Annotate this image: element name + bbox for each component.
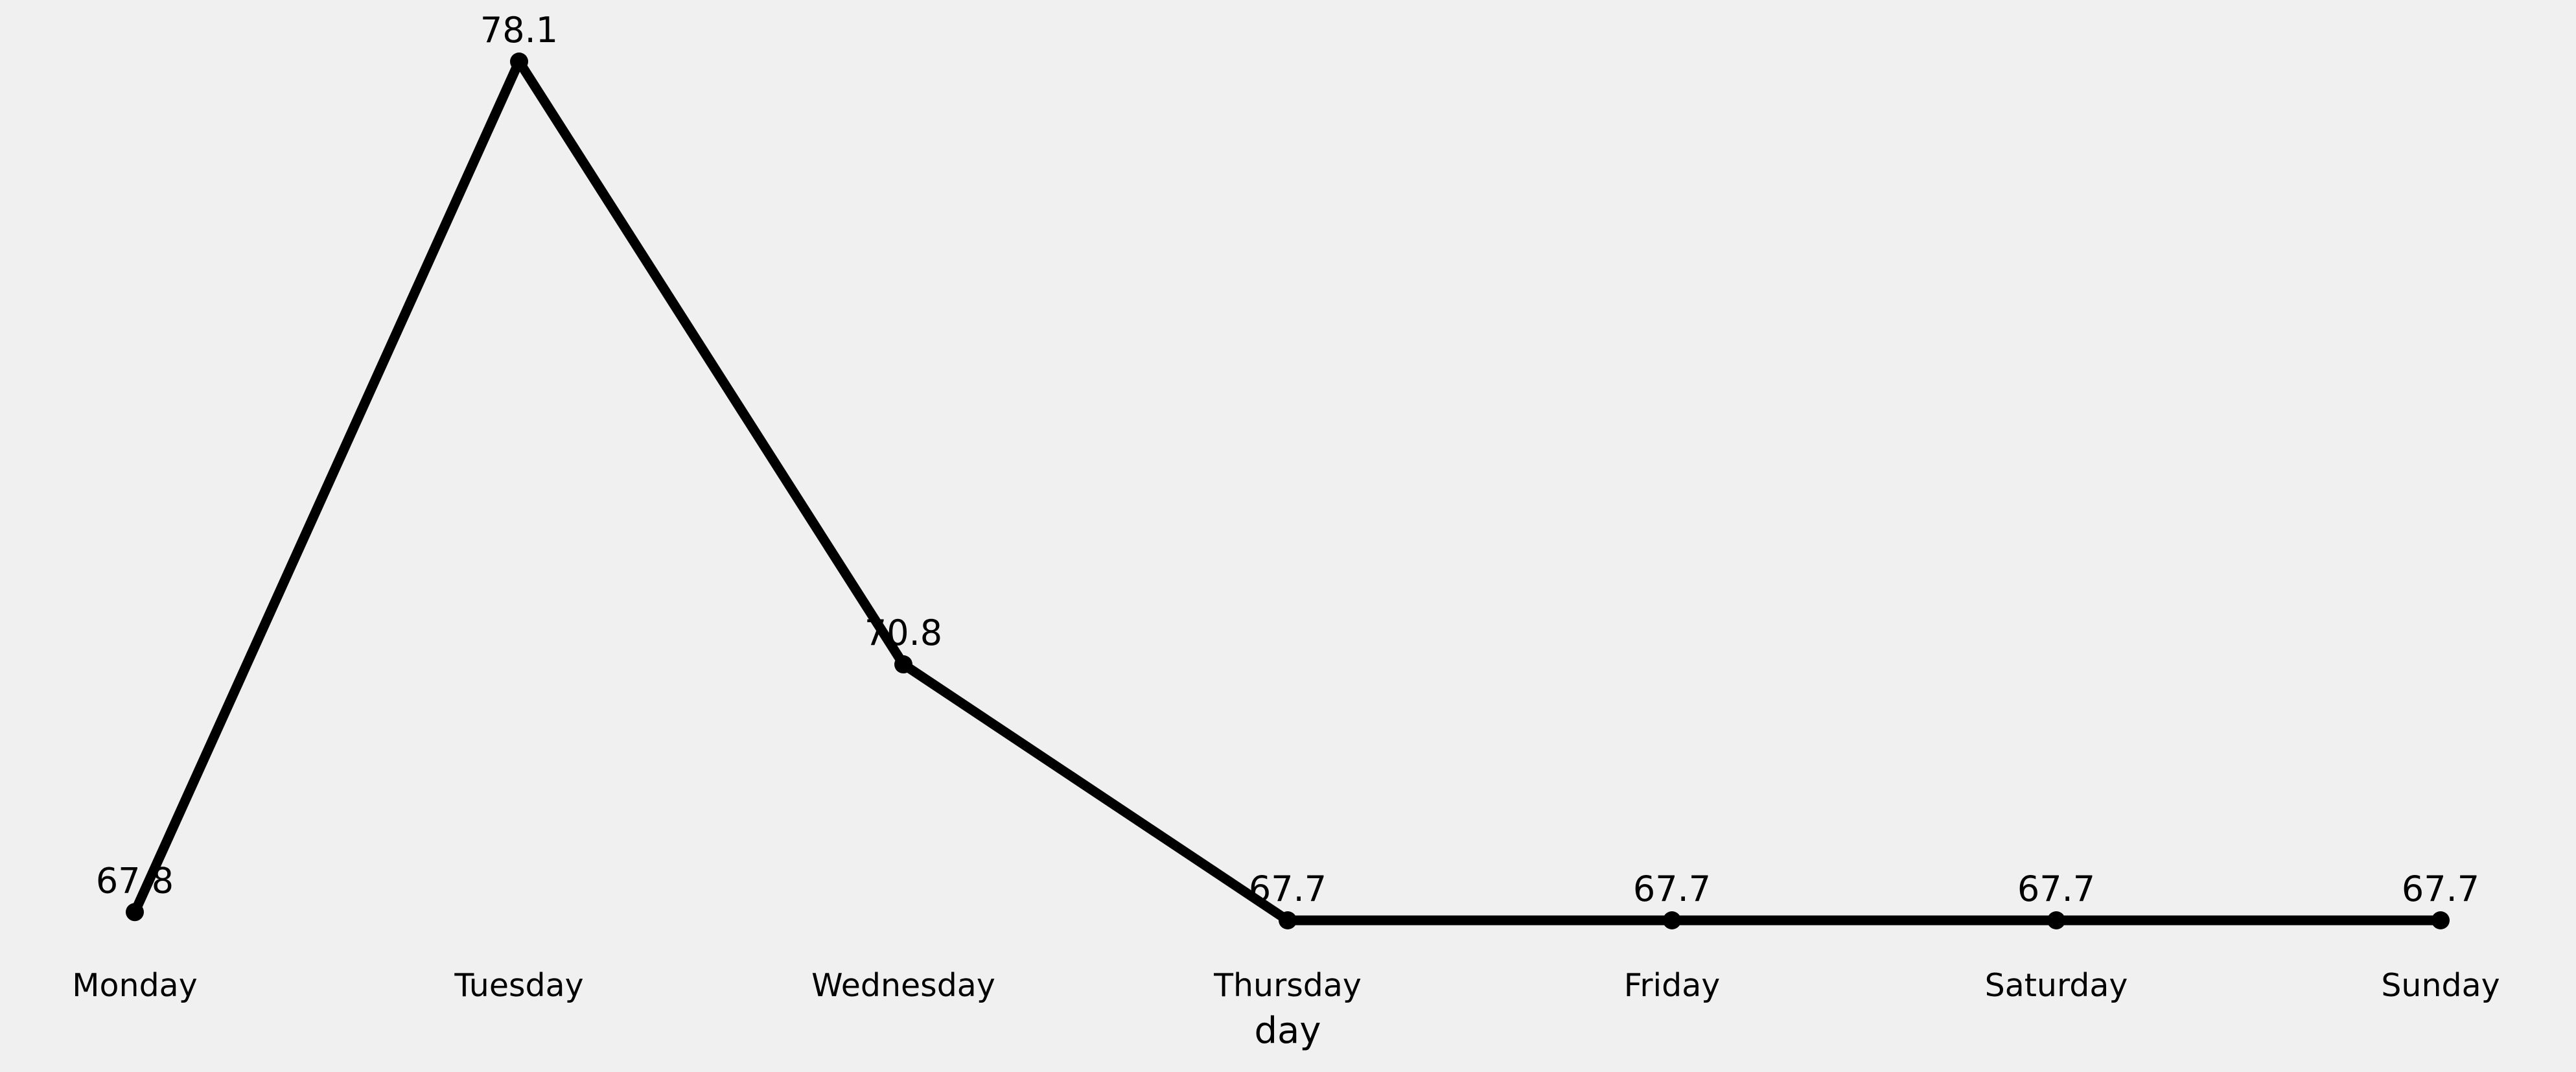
- x-tick-label-thursday: Thursday: [1213, 967, 1362, 1004]
- x-tick-label-friday: Friday: [1624, 967, 1721, 1004]
- x-tick-label-tuesday: Tuesday: [454, 967, 583, 1004]
- data-label-wednesday: 70.8: [864, 612, 942, 653]
- data-label-monday: 67.8: [96, 860, 174, 901]
- x-tick-labels: Monday Tuesday Wednesday Thursday Friday Satu…: [72, 967, 2500, 1004]
- data-label-tuesday: 78.1: [480, 10, 558, 51]
- data-point-tuesday: [510, 52, 528, 71]
- series-layer: 67.8 78.1 70.8 67.7 67.7 67.7 67.7: [96, 10, 2479, 929]
- data-point-thursday: [1279, 911, 1297, 929]
- x-tick-label-wednesday: Wednesday: [811, 967, 995, 1004]
- data-point-sunday: [2431, 911, 2450, 929]
- data-point-friday: [1663, 911, 1681, 929]
- data-point-wednesday: [894, 655, 912, 674]
- data-point-saturday: [2047, 911, 2065, 929]
- data-label-friday: 67.7: [1633, 868, 1711, 909]
- x-tick-label-monday: Monday: [72, 967, 197, 1004]
- x-tick-label-sunday: Sunday: [2381, 967, 2500, 1004]
- x-tick-label-saturday: Saturday: [1985, 967, 2128, 1004]
- data-point-monday: [126, 903, 144, 922]
- x-axis-label: day: [1254, 1010, 1321, 1052]
- data-label-sunday: 67.7: [2402, 868, 2479, 909]
- data-label-thursday: 67.7: [1249, 868, 1327, 909]
- data-label-saturday: 67.7: [2017, 868, 2095, 909]
